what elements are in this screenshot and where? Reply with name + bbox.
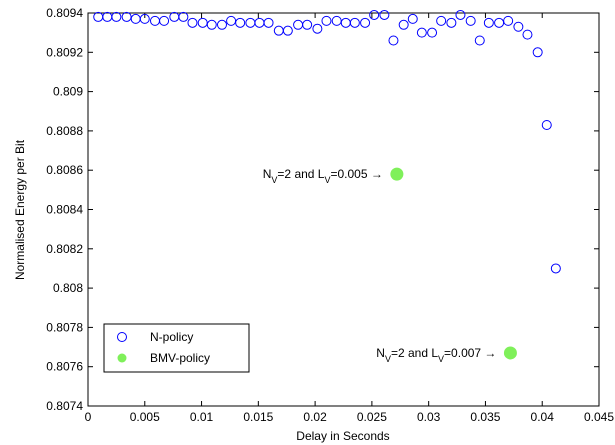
y-tick-label: 0.8086 [46, 163, 83, 177]
y-tick-label: 0.808 [53, 281, 83, 295]
x-tick-label: 0.01 [190, 410, 214, 424]
point-n-policy [206, 19, 217, 30]
point-n-policy [474, 35, 485, 46]
y-axis-ticks: 0.8074 0.8076 0.8078 0.808 0.8082 0.8084 0.808… [46, 6, 599, 413]
point-n-policy [503, 15, 514, 26]
point-n-policy [159, 15, 170, 26]
legend-label-n-policy: N-policy [150, 330, 193, 344]
x-tick-label: 0 [85, 410, 92, 424]
point-n-policy [455, 9, 466, 20]
x-tick-label: 0.02 [303, 410, 327, 424]
point-n-policy [465, 15, 476, 26]
point-bmv-policy [390, 167, 404, 181]
point-n-policy [349, 17, 360, 28]
x-tick-label: 0.03 [417, 410, 441, 424]
x-tick-label: 0.035 [470, 410, 500, 424]
legend-marker-n-policy [117, 332, 127, 342]
x-axis-label: Delay in Seconds [296, 429, 389, 443]
point-n-policy [379, 9, 390, 20]
x-tick-label: 0.04 [531, 410, 555, 424]
annotation-label: NV=2 and LV=0.005 → [263, 167, 383, 185]
x-tick-label: 0.045 [584, 410, 614, 424]
point-n-policy [388, 35, 399, 46]
x-tick-label: 0.005 [130, 410, 160, 424]
point-n-policy [407, 13, 418, 24]
legend: N-policy BMV-policy [103, 323, 250, 373]
point-n-policy [282, 25, 293, 36]
point-n-policy [302, 19, 313, 30]
point-n-policy [436, 15, 447, 26]
annotation-label: NV=2 and LV=0.007 → [376, 346, 496, 364]
y-tick-label: 0.8084 [46, 203, 83, 217]
point-n-policy [263, 17, 274, 28]
legend-marker-bmv-policy [117, 353, 127, 363]
point-n-policy [178, 11, 189, 22]
point-n-policy [312, 23, 323, 34]
point-n-policy [522, 29, 533, 40]
point-n-policy [321, 15, 332, 26]
point-n-policy [483, 17, 494, 28]
annotations: NV=2 and LV=0.005 → NV=2 and LV=0.007 → [263, 167, 497, 364]
point-n-policy [369, 9, 380, 20]
point-n-policy [187, 17, 198, 28]
point-n-policy [427, 27, 438, 38]
y-tick-label: 0.8092 [46, 45, 83, 59]
y-tick-label: 0.8088 [46, 124, 83, 138]
x-axis-ticks: 0 0.005 0.01 0.015 0.02 0.025 0.03 0.035 0.04 0.0… [85, 13, 614, 424]
point-n-policy [360, 17, 371, 28]
y-tick-label: 0.8076 [46, 360, 83, 374]
point-bmv-policy [503, 346, 517, 360]
x-tick-label: 0.025 [357, 410, 387, 424]
point-n-policy [235, 17, 246, 28]
point-n-policy [550, 263, 561, 274]
point-n-policy [513, 21, 524, 32]
y-tick-label: 0.809 [53, 85, 83, 99]
point-n-policy [446, 17, 457, 28]
y-tick-label: 0.8078 [46, 320, 83, 334]
data-marks [93, 9, 561, 360]
point-n-policy [532, 47, 543, 58]
point-n-policy [111, 11, 122, 22]
legend-box [103, 323, 250, 373]
y-tick-label: 0.8074 [46, 399, 83, 413]
point-n-policy [416, 27, 427, 38]
x-tick-label: 0.015 [243, 410, 273, 424]
point-n-policy [398, 19, 409, 30]
legend-label-bmv-policy: BMV-policy [150, 351, 210, 365]
y-tick-label: 0.8082 [46, 242, 83, 256]
point-n-policy [139, 13, 150, 24]
point-n-policy [541, 120, 552, 131]
point-n-policy [216, 19, 227, 30]
y-tick-label: 0.8094 [46, 6, 83, 20]
y-axis-label: Normalised Energy per Bit [13, 139, 27, 280]
